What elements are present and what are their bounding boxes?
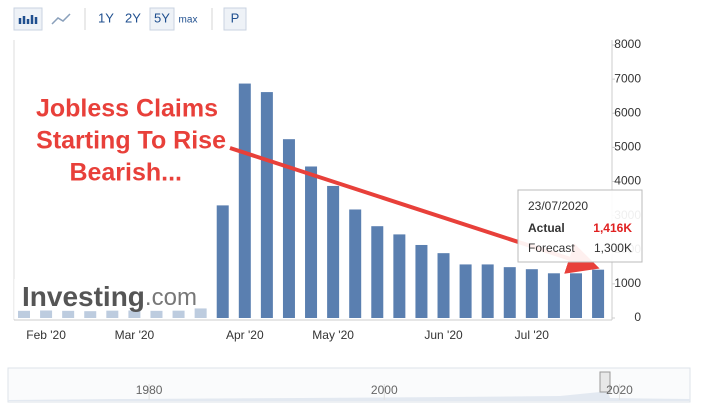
bar [437, 253, 450, 318]
navigator-tick-label: 2020 [606, 383, 633, 397]
bar [393, 234, 406, 318]
print-button[interactable]: P [231, 10, 240, 25]
tooltip-value: 1,300K [594, 241, 632, 255]
bar [503, 267, 516, 318]
bar [592, 269, 605, 318]
y-tick-label: 1000 [614, 276, 641, 290]
range-button[interactable]: 1Y [98, 10, 114, 25]
logo-suffix: .com [145, 284, 197, 311]
y-tick-label: 0 [634, 310, 641, 324]
logo: Investing.com [22, 281, 197, 312]
line-chart-button[interactable] [51, 13, 71, 25]
range-button[interactable]: 5Y [154, 10, 170, 25]
bar [260, 92, 273, 318]
tooltip-date: 23/07/2020 [528, 199, 588, 213]
navigator-tick-label: 2000 [371, 383, 398, 397]
bar [349, 209, 362, 318]
bar [371, 226, 384, 318]
y-tick-label: 5000 [614, 140, 641, 154]
bar [525, 269, 538, 318]
bar [216, 205, 229, 318]
bar [327, 185, 340, 318]
range-button[interactable]: max [179, 15, 198, 26]
annotation-text: Jobless Claims [36, 95, 218, 123]
tooltip-value: 1,416K [593, 221, 632, 235]
bar [238, 83, 251, 318]
x-tick-label: Feb '20 [26, 328, 66, 342]
bar [305, 166, 318, 318]
x-tick-label: Apr '20 [226, 328, 264, 342]
x-tick-label: Jun '20 [424, 328, 463, 342]
x-tick-label: Jul '20 [515, 328, 550, 342]
tooltip-label: Forecast [528, 241, 575, 255]
tooltip: 23/07/2020 Actual 1,416K Forecast 1,300K [517, 189, 643, 263]
bar [415, 244, 428, 318]
y-tick-label: 8000 [614, 37, 641, 51]
toolbar: 1Y 2Y 5Y max P [13, 7, 247, 31]
tooltip-label: Actual [528, 221, 565, 235]
range-button[interactable]: 2Y [125, 10, 141, 25]
navigator-tick-label: 1980 [136, 383, 163, 397]
logo-name: Investing [22, 281, 145, 312]
bar [547, 273, 560, 318]
annotation-text: Bearish... [69, 159, 182, 187]
y-tick-label: 7000 [614, 71, 641, 85]
bar [282, 139, 295, 318]
x-tick-label: Mar '20 [115, 328, 155, 342]
y-tick-label: 4000 [614, 174, 641, 188]
bar [570, 273, 582, 318]
bar [459, 264, 472, 318]
navigator-handle[interactable] [599, 371, 611, 393]
annotation-text: Starting To Rise [36, 127, 226, 155]
x-tick-label: May '20 [312, 328, 354, 342]
y-tick-label: 6000 [614, 105, 641, 119]
bar [481, 264, 494, 318]
